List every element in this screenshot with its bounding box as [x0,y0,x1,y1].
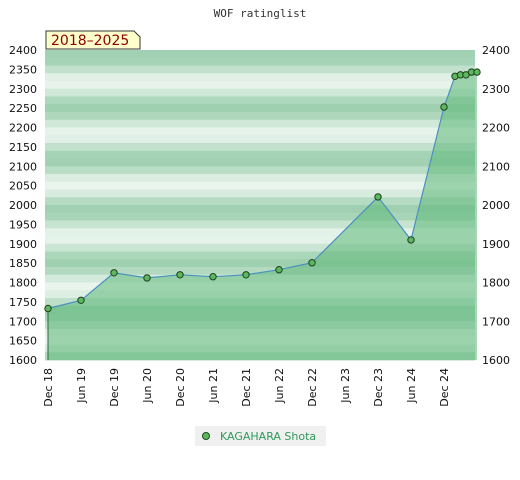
y-tick-label-right: 2000 [482,199,510,212]
legend: KAGAHARA Shota [195,426,326,446]
plot-band [45,135,475,144]
x-axis: Dec 18 Jun 19 Dec 19 Jun 20 Dec 20 Jun 21 Dec … [42,368,451,407]
rating-markers [44,68,481,313]
plot-band [45,205,475,214]
data-point [176,271,184,279]
x-tick-label: Jun 23 [339,368,352,404]
x-tick-label: Jun 21 [207,368,220,404]
y-tick-label-right: 2100 [482,160,510,173]
plot-band [45,181,475,190]
plot-band [45,259,475,268]
plot-band [45,174,475,183]
data-point [77,296,85,304]
y-tick-label: 2300 [9,83,37,96]
y-tick-label: 1900 [9,238,37,251]
plot-band [45,65,475,74]
plot-band [45,112,475,121]
x-tick-label: Jun 24 [405,368,418,404]
plot-band [45,73,475,82]
data-point [440,103,448,111]
x-tick-label: Jun 22 [273,368,286,404]
plot-band [45,81,475,90]
plot-band [45,267,475,276]
y-tick-label: 1850 [9,257,37,270]
y-tick-label: 1750 [9,296,37,309]
plot-band [45,228,475,237]
plot-band [45,189,475,198]
plot-band [45,220,475,229]
x-tick-label: Dec 23 [372,368,385,407]
rating-area [48,72,477,360]
plot-band [45,197,475,206]
x-tick-label: Dec 22 [306,368,319,407]
x-tick-label: Jun 19 [75,368,88,404]
plot-band [45,212,475,221]
data-point [374,193,382,201]
plot-band [45,127,475,136]
y-tick-label: 1600 [9,354,37,367]
legend-marker [202,432,210,440]
data-point [407,236,415,244]
y-tick-label: 2350 [9,63,37,76]
x-tick-label: Dec 18 [42,368,55,407]
y-tick-label: 1800 [9,277,37,290]
y-tick-label-right: 1700 [482,315,510,328]
x-tick-label: Dec 20 [174,368,187,407]
data-point [308,259,316,267]
y-tick-label: 2250 [9,102,37,115]
plot-band [45,143,475,152]
y-tick-label-right: 2300 [482,83,510,96]
plot-band [45,104,475,113]
x-tick-label: Dec 21 [240,368,253,407]
x-tick-label: Jun 20 [141,368,154,404]
y-tick-label-right: 1800 [482,277,510,290]
y-tick-label: 2150 [9,141,37,154]
data-point [275,266,283,274]
plot-band [45,243,475,252]
plot-band [45,88,475,97]
plot-band [45,236,475,245]
data-point [44,304,52,313]
data-point [143,274,151,282]
period-badge-text: 2018–2025 [51,33,129,49]
plot-band [45,166,475,175]
data-point [209,273,217,281]
y-tick-label: 2100 [9,160,37,173]
period-badge: 2018–2025 [45,30,141,50]
x-tick-label: Dec 19 [108,368,121,407]
y-tick-label-right: 2400 [482,44,510,57]
data-point [473,68,481,76]
y-axis-right: 2400 2300 2200 2100 2000 1900 1800 1700 1600 [482,44,510,367]
plot-band [45,251,475,260]
legend-label: KAGAHARA Shota [220,430,316,443]
plot-band [45,119,475,128]
data-point [242,271,250,279]
y-tick-label: 2000 [9,199,37,212]
plot-band [45,150,475,159]
y-tick-label: 1650 [9,335,37,348]
y-tick-label: 1950 [9,218,37,231]
chart-title: WOF ratinglist [214,7,307,20]
rating-area-fill [48,72,477,360]
plot-band [45,158,475,167]
plot-band [45,57,475,66]
plot-band [45,50,475,59]
x-tick-label: Dec 24 [438,368,451,407]
y-axis-left: 2400 2350 2300 2250 2200 2150 2100 2050 2000 1950… [9,44,37,367]
y-tick-label: 2400 [9,44,37,57]
y-tick-label: 1700 [9,315,37,328]
y-tick-label: 2200 [9,122,37,135]
y-tick-label-right: 1600 [482,354,510,367]
y-tick-label: 2050 [9,180,37,193]
plot-band [45,96,475,105]
y-tick-label-right: 1900 [482,238,510,251]
y-tick-label-right: 2200 [482,122,510,135]
data-point [110,269,118,277]
